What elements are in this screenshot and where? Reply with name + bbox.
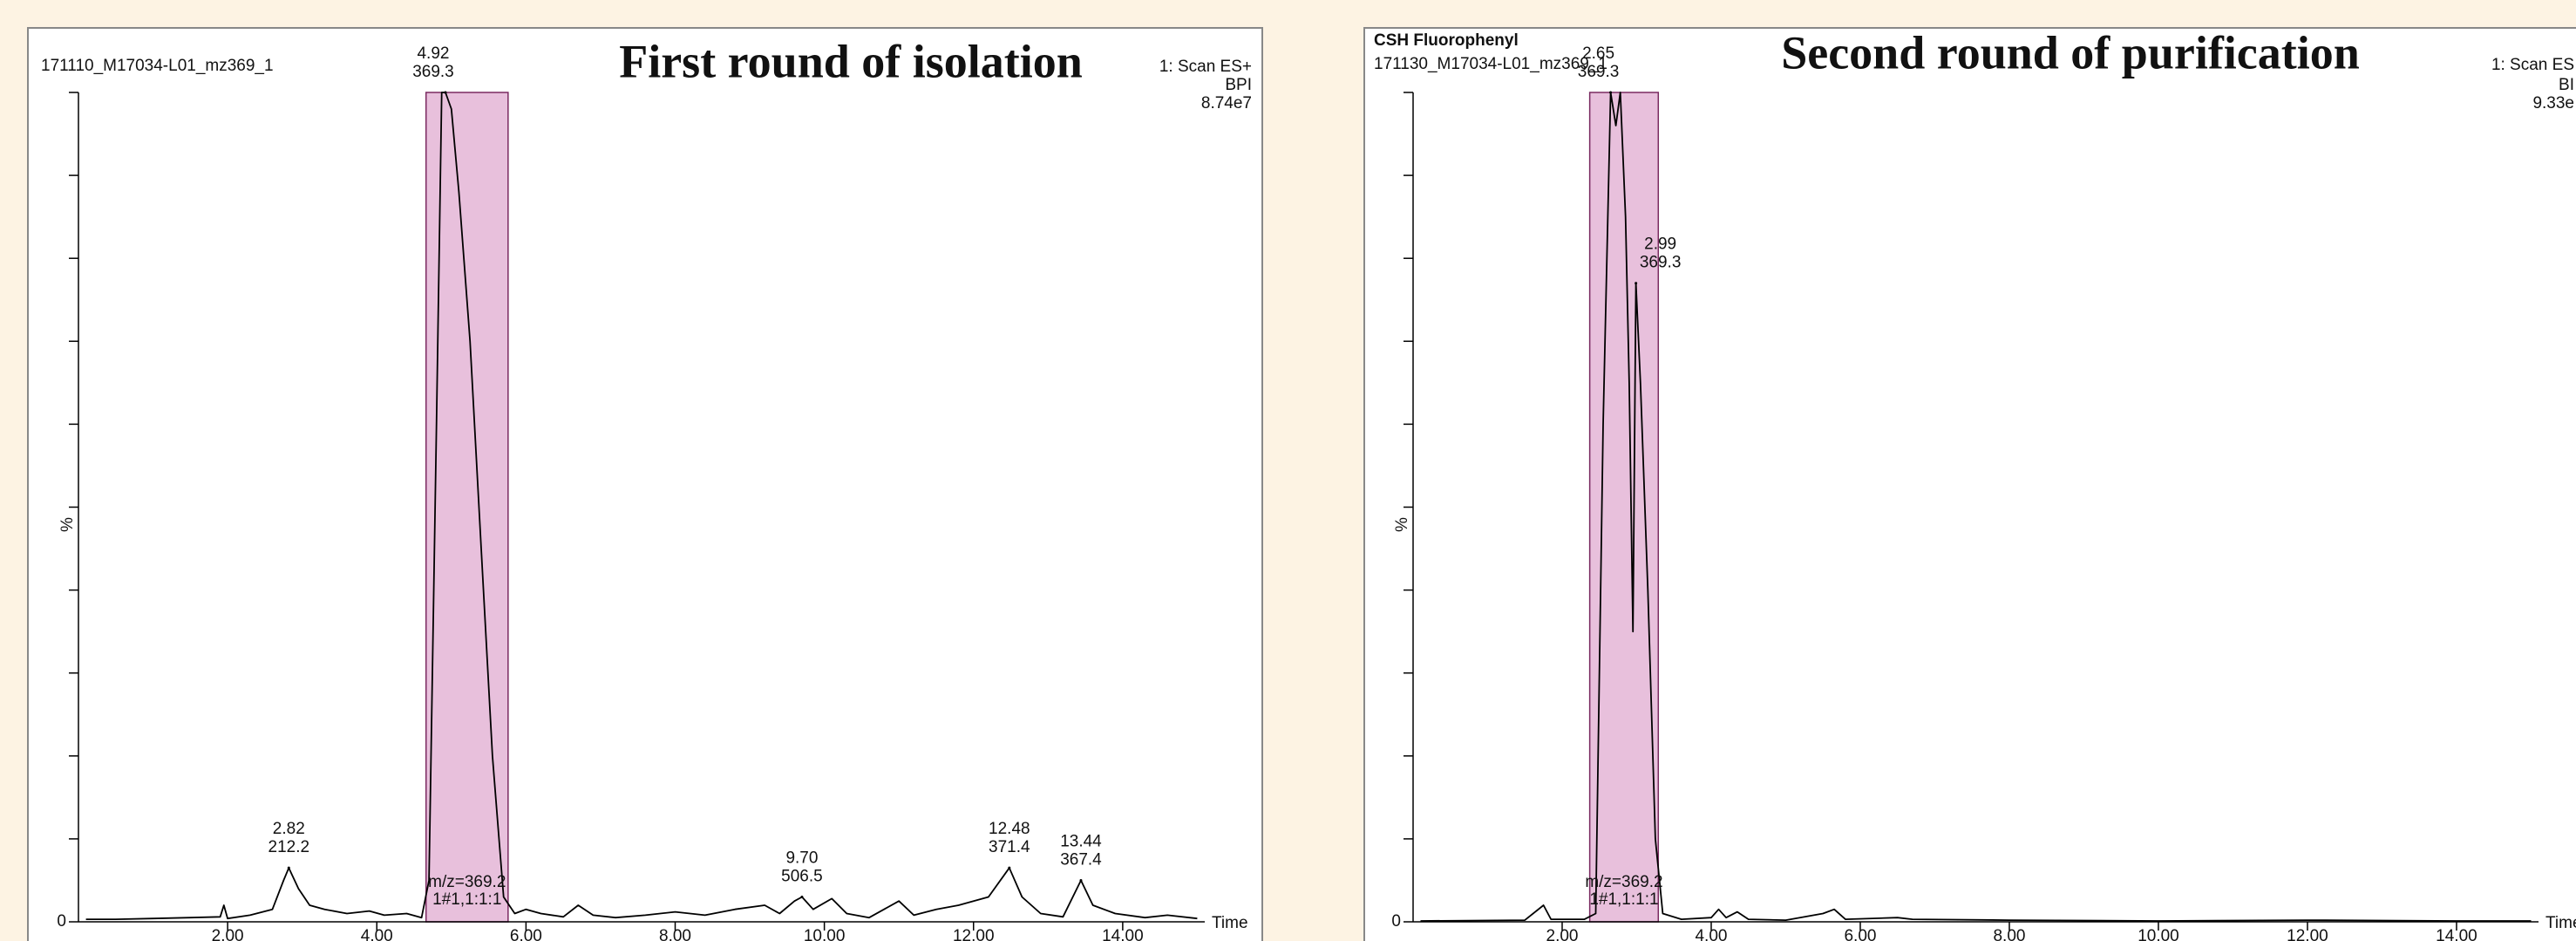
x-axis-label: Time (1212, 914, 1248, 932)
x-tick-label: 2.00 (212, 927, 244, 941)
highlight-label: m/z=369.2 (1585, 873, 1662, 891)
peak-marker (800, 895, 804, 898)
peak-label: 369.3 (1640, 254, 1682, 272)
peak-marker (1635, 282, 1638, 285)
chart-title: Second round of purification (1781, 26, 2360, 78)
chart-title: First round of isolation (619, 35, 1083, 87)
peak-label: 12.48 (989, 820, 1030, 838)
peak-label: 506.5 (781, 867, 823, 885)
scan-info: BPI (1225, 76, 1252, 94)
y-axis-label: % (1393, 517, 1411, 532)
x-tick-label: 10.00 (2138, 927, 2179, 941)
x-tick-label: 2.00 (1546, 927, 1579, 941)
peak-label: 369.3 (1578, 63, 1620, 81)
highlight-label: 1#1,1:1:1 (1589, 890, 1658, 909)
scan-info: 1: Scan ES+ (1159, 58, 1252, 76)
peak-marker (1079, 878, 1083, 882)
peak-label: 13.44 (1060, 832, 1102, 850)
header-text: 171130_M17034-L01_mz369_1 (1374, 55, 1607, 73)
peak-label: 2.99 (1644, 235, 1676, 254)
scan-info: 1: Scan ES (2491, 56, 2574, 74)
x-tick-label: 4.00 (361, 927, 393, 941)
x-tick-label: 12.00 (2287, 927, 2328, 941)
scan-info: 9.33e (2532, 94, 2574, 113)
peak-label: 2.82 (273, 820, 305, 838)
trace (1420, 92, 2532, 922)
scan-info: 8.74e7 (1201, 94, 1252, 113)
highlight-label: 1#1,1:1:1 (432, 890, 501, 909)
x-tick-label: 6.00 (1844, 927, 1876, 941)
y-tick-label: 0 (1391, 912, 1401, 931)
peak-label: 9.70 (785, 849, 818, 867)
x-tick-label: 8.00 (1993, 927, 2025, 941)
panel (27, 27, 1263, 941)
peak-label: 4.92 (417, 44, 449, 63)
peak-label: 367.4 (1060, 850, 1102, 869)
trace (85, 92, 1198, 920)
header-text: CSH Fluorophenyl (1374, 31, 1519, 50)
x-tick-label: 4.00 (1695, 927, 1727, 941)
peak-label: 369.3 (412, 63, 454, 81)
peak-label: 2.65 (1582, 44, 1614, 63)
peak-marker (287, 866, 290, 869)
peak-label: 212.2 (268, 838, 310, 856)
peak-marker (1609, 91, 1613, 94)
scan-info: BI (2559, 76, 2574, 94)
peak-label: 371.4 (989, 838, 1030, 856)
x-tick-label: 8.00 (659, 927, 691, 941)
x-axis-label: Time (2545, 914, 2576, 932)
x-tick-label: 10.00 (804, 927, 846, 941)
peak-marker (1008, 866, 1011, 869)
highlight-label: m/z=369.2 (428, 873, 506, 891)
panel (1363, 27, 2576, 941)
header-text: 171110_M17034-L01_mz369_1 (41, 57, 274, 75)
highlight-band (1588, 92, 1660, 923)
x-tick-label: 6.00 (510, 927, 542, 941)
x-tick-label: 12.00 (953, 927, 995, 941)
y-tick-label: 0 (57, 912, 66, 931)
peak-marker (444, 91, 447, 94)
x-tick-label: 14.00 (2436, 927, 2477, 941)
x-tick-label: 14.00 (1102, 927, 1144, 941)
y-axis-label: % (58, 517, 77, 532)
